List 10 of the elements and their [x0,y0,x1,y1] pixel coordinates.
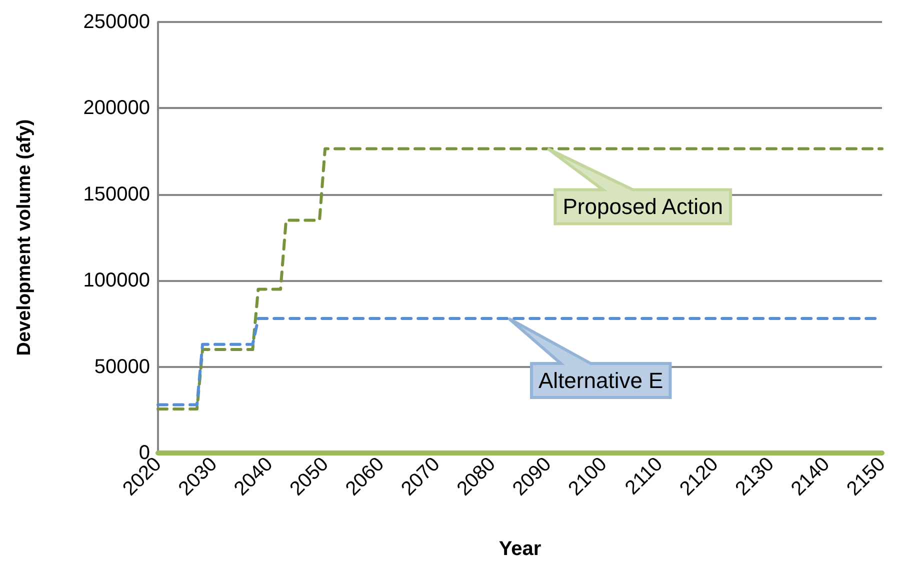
annotation: Alternative E [538,368,664,394]
line-series [156,147,884,411]
annotation: Proposed Action [562,194,723,220]
x-axis-title: Year [498,538,542,560]
y-tick-label: 150000 [83,183,150,206]
y-tick-label: 100000 [83,270,150,292]
y-tick-label: 250000 [83,11,150,33]
y-axis-title: Development volume (afy) [14,119,35,356]
y-tick-label: 50000 [94,356,150,378]
y-tick-label: 200000 [83,97,150,120]
